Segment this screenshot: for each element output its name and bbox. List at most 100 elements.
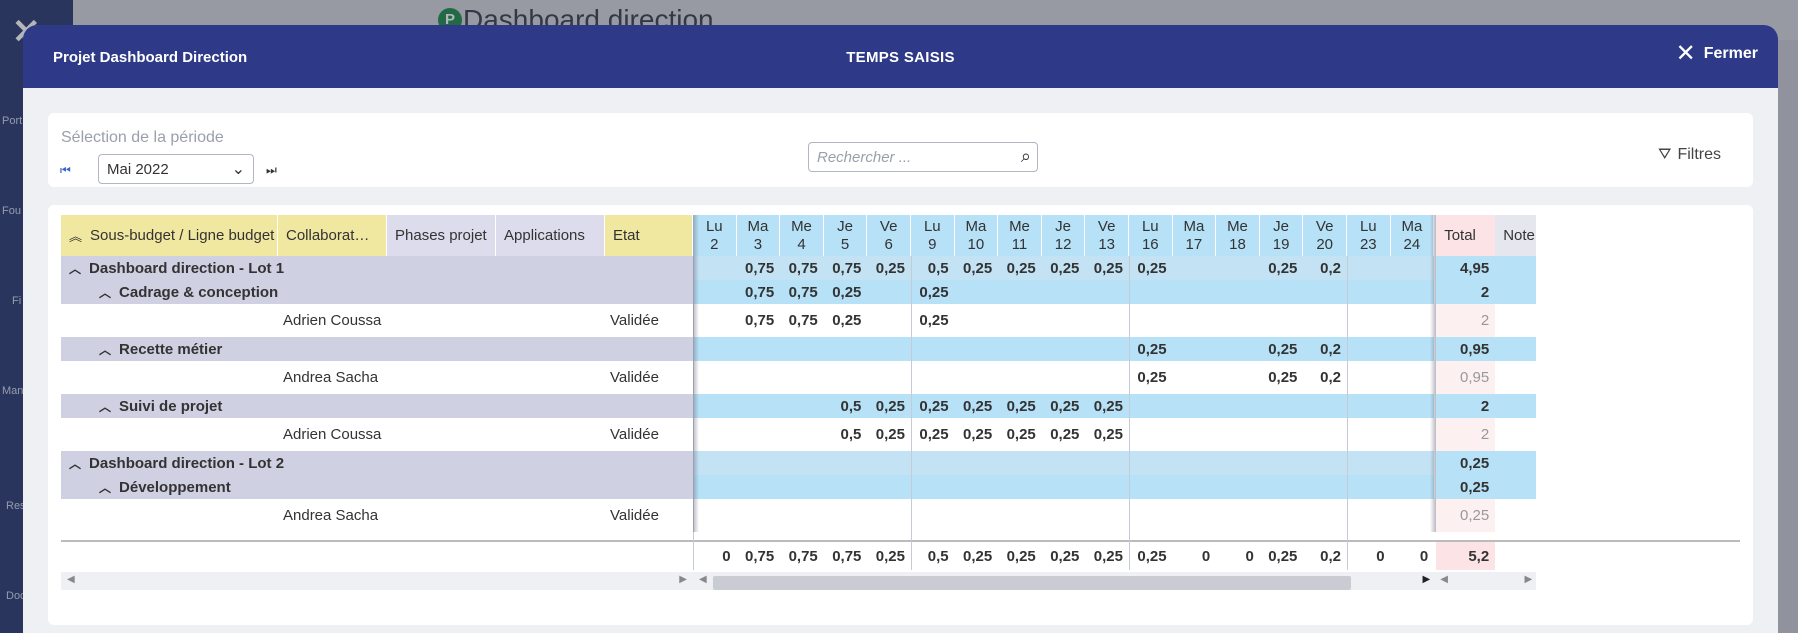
day-value-cell[interactable]: 0,25 bbox=[1041, 418, 1086, 451]
column-header[interactable]: Applications bbox=[496, 215, 605, 256]
day-value-cell[interactable] bbox=[1347, 394, 1391, 418]
day-value-cell[interactable] bbox=[954, 280, 999, 304]
day-value-cell[interactable]: 0,75 bbox=[736, 256, 781, 280]
day-value-cell[interactable] bbox=[1259, 280, 1304, 304]
day-value-cell[interactable]: 0,25 bbox=[1129, 256, 1173, 280]
day-value-cell[interactable] bbox=[1216, 475, 1260, 499]
day-value-cell[interactable] bbox=[954, 361, 999, 394]
day-value-cell[interactable]: 0,25 bbox=[867, 256, 911, 280]
row-note[interactable] bbox=[1495, 280, 1537, 304]
day-value-cell[interactable]: 0,25 bbox=[867, 394, 911, 418]
day-value-cell[interactable] bbox=[1303, 304, 1347, 337]
day-value-cell[interactable]: 0,75 bbox=[780, 304, 824, 337]
budget-group-row[interactable]: ︿ Suivi de projet 0,5 0,25 0,25 0,25 0,25 0,25 0… bbox=[61, 394, 1740, 418]
day-value-cell[interactable] bbox=[693, 361, 737, 394]
day-value-cell[interactable] bbox=[1303, 499, 1347, 532]
day-value-cell[interactable] bbox=[1259, 394, 1304, 418]
fixed-columns-scrollbar[interactable]: ◀ ▶ bbox=[61, 572, 693, 590]
day-value-cell[interactable] bbox=[1347, 256, 1391, 280]
day-value-cell[interactable] bbox=[693, 280, 737, 304]
day-value-cell[interactable] bbox=[1390, 451, 1435, 475]
budget-group-row[interactable]: ︿ Dashboard direction - Lot 1 0,75 0,75 0,75… bbox=[61, 256, 1740, 280]
day-value-cell[interactable] bbox=[1259, 475, 1304, 499]
day-value-cell[interactable] bbox=[1216, 499, 1260, 532]
day-value-cell[interactable] bbox=[867, 337, 911, 361]
day-value-cell[interactable] bbox=[823, 451, 868, 475]
day-value-cell[interactable] bbox=[998, 499, 1042, 532]
day-value-cell[interactable] bbox=[1041, 475, 1086, 499]
scroll-right-arrow[interactable]: ▶ bbox=[679, 574, 687, 585]
day-value-cell[interactable] bbox=[867, 475, 911, 499]
row-note[interactable] bbox=[1495, 451, 1537, 475]
day-value-cell[interactable] bbox=[998, 304, 1042, 337]
day-value-cell[interactable]: 0,25 bbox=[911, 418, 955, 451]
day-value-cell[interactable] bbox=[1041, 451, 1086, 475]
column-header[interactable]: Collaborat… bbox=[278, 215, 387, 256]
collapse-all-icon[interactable]: ︽ bbox=[69, 229, 83, 244]
day-value-cell[interactable] bbox=[1129, 304, 1173, 337]
budget-label[interactable]: ︿ Recette métier bbox=[99, 337, 661, 361]
day-value-cell[interactable] bbox=[693, 256, 737, 280]
day-value-cell[interactable] bbox=[1085, 361, 1129, 394]
day-value-cell[interactable]: 0,25 bbox=[1259, 337, 1304, 361]
day-value-cell[interactable] bbox=[911, 499, 955, 532]
budget-line-row[interactable]: Andrea Sacha Validée 0,25 bbox=[61, 499, 1740, 532]
day-value-cell[interactable] bbox=[1041, 337, 1086, 361]
row-note[interactable] bbox=[1495, 475, 1537, 499]
day-value-cell[interactable] bbox=[1347, 304, 1391, 337]
day-value-cell[interactable] bbox=[1303, 418, 1347, 451]
day-value-cell[interactable]: 0,75 bbox=[823, 256, 868, 280]
period-select[interactable]: Mai 2022 ⌄ bbox=[98, 154, 254, 184]
day-value-cell[interactable] bbox=[693, 451, 737, 475]
chevron-up-icon[interactable]: ︿ bbox=[99, 480, 112, 495]
day-value-cell[interactable] bbox=[1085, 499, 1129, 532]
day-value-cell[interactable] bbox=[954, 499, 999, 532]
day-value-cell[interactable] bbox=[693, 337, 737, 361]
day-value-cell[interactable] bbox=[1085, 451, 1129, 475]
budget-line-row[interactable]: Andrea Sacha Validée 0,25 0,25 0,2 0,95 bbox=[61, 361, 1740, 394]
day-value-cell[interactable] bbox=[823, 361, 868, 394]
budget-group-row[interactable]: ︿ Développement 0,25 bbox=[61, 475, 1740, 499]
close-button[interactable]: ✕ Fermer bbox=[1676, 42, 1758, 66]
day-value-cell[interactable] bbox=[1172, 337, 1217, 361]
budget-label[interactable]: ︿ Dashboard direction - Lot 1 bbox=[69, 256, 661, 280]
day-value-cell[interactable] bbox=[736, 394, 781, 418]
day-value-cell[interactable] bbox=[1390, 475, 1435, 499]
day-value-cell[interactable] bbox=[780, 451, 824, 475]
day-value-cell[interactable] bbox=[1390, 418, 1435, 451]
day-value-cell[interactable]: 0,2 bbox=[1303, 361, 1347, 394]
day-value-cell[interactable] bbox=[693, 418, 737, 451]
day-value-cell[interactable] bbox=[1216, 418, 1260, 451]
day-value-cell[interactable]: 0,5 bbox=[823, 418, 868, 451]
previous-period-button[interactable]: ⏮ bbox=[60, 163, 71, 177]
scroll-right-arrow[interactable]: ▶ bbox=[1422, 574, 1431, 585]
day-value-cell[interactable] bbox=[1347, 418, 1391, 451]
day-value-cell[interactable] bbox=[780, 475, 824, 499]
column-header[interactable]: Phases projet bbox=[387, 215, 496, 256]
day-value-cell[interactable] bbox=[1129, 418, 1173, 451]
day-value-cell[interactable] bbox=[911, 475, 955, 499]
day-value-cell[interactable] bbox=[1216, 256, 1260, 280]
day-value-cell[interactable] bbox=[1347, 337, 1391, 361]
next-period-button[interactable]: ⏭ bbox=[266, 163, 277, 177]
day-value-cell[interactable]: 0,25 bbox=[867, 418, 911, 451]
day-value-cell[interactable]: 0,25 bbox=[1259, 361, 1304, 394]
day-value-cell[interactable]: 0,25 bbox=[911, 280, 955, 304]
day-value-cell[interactable] bbox=[1347, 451, 1391, 475]
day-value-cell[interactable] bbox=[1172, 475, 1217, 499]
day-value-cell[interactable] bbox=[867, 280, 911, 304]
day-value-cell[interactable] bbox=[1303, 451, 1347, 475]
chevron-up-icon[interactable]: ︿ bbox=[99, 285, 112, 300]
day-value-cell[interactable] bbox=[998, 475, 1042, 499]
day-value-cell[interactable]: 0,5 bbox=[823, 394, 868, 418]
day-value-cell[interactable] bbox=[1129, 451, 1173, 475]
day-value-cell[interactable]: 0,5 bbox=[911, 256, 955, 280]
day-value-cell[interactable] bbox=[1129, 394, 1173, 418]
day-value-cell[interactable] bbox=[1172, 394, 1217, 418]
filters-button[interactable]: ⛛ Filtres bbox=[1658, 146, 1721, 164]
day-value-cell[interactable] bbox=[867, 499, 911, 532]
budget-label[interactable]: ︿ Cadrage & conception bbox=[99, 280, 661, 304]
day-value-cell[interactable] bbox=[1085, 280, 1129, 304]
day-value-cell[interactable] bbox=[998, 361, 1042, 394]
day-value-cell[interactable]: 0,75 bbox=[736, 280, 781, 304]
